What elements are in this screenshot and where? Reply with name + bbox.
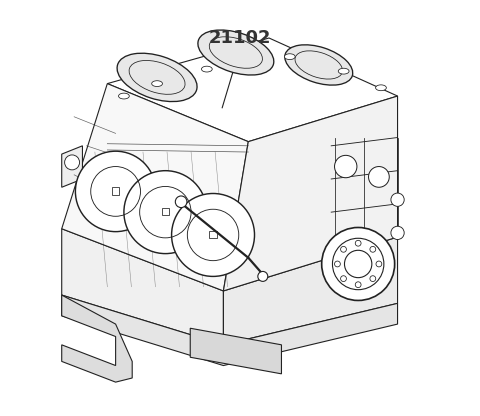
Ellipse shape [391,226,404,240]
Ellipse shape [355,240,361,246]
Ellipse shape [152,81,162,87]
Ellipse shape [284,54,295,59]
Ellipse shape [285,45,353,85]
Ellipse shape [119,93,129,99]
Ellipse shape [335,155,357,178]
Polygon shape [62,295,132,382]
Ellipse shape [117,53,197,102]
Ellipse shape [376,261,382,267]
Ellipse shape [341,276,347,282]
Polygon shape [62,295,397,366]
Polygon shape [62,229,223,345]
Ellipse shape [370,276,376,282]
Ellipse shape [370,246,376,252]
Polygon shape [223,237,397,345]
Polygon shape [62,146,83,187]
Ellipse shape [369,166,389,187]
Ellipse shape [258,271,268,281]
Ellipse shape [202,66,212,72]
Ellipse shape [341,246,347,252]
Ellipse shape [355,282,361,287]
Ellipse shape [198,30,274,75]
Ellipse shape [124,171,207,254]
Ellipse shape [65,155,80,170]
Polygon shape [108,38,397,142]
Ellipse shape [335,261,340,267]
Polygon shape [190,328,281,374]
Polygon shape [62,84,248,291]
Text: 21102: 21102 [209,29,271,47]
Ellipse shape [391,193,404,206]
Ellipse shape [75,151,156,232]
Ellipse shape [322,228,395,300]
Ellipse shape [175,196,187,208]
Ellipse shape [338,68,349,74]
Ellipse shape [171,193,254,276]
Polygon shape [223,96,397,291]
Ellipse shape [375,85,386,91]
